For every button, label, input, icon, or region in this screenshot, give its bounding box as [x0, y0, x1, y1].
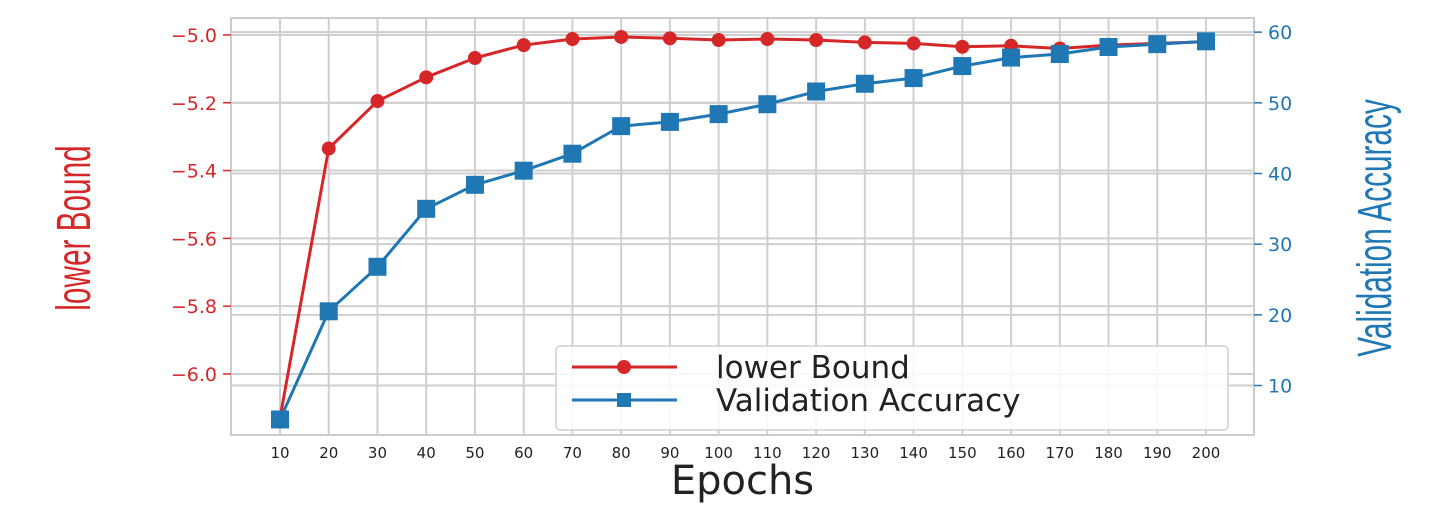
right-tick-label-3: 40	[1268, 163, 1292, 185]
left-tick-label-2: −5.6	[171, 228, 217, 250]
data-point-validation-accuracy-12	[855, 74, 874, 93]
x-axis-label: Epochs	[671, 458, 814, 504]
x-tick-label-8: 90	[660, 444, 679, 462]
data-point-validation-accuracy-13	[904, 69, 923, 88]
data-point-validation-accuracy-17	[1099, 37, 1118, 56]
right-tick-label-4: 50	[1268, 93, 1292, 115]
data-point-validation-accuracy-4	[465, 175, 484, 194]
data-point-validation-accuracy-18	[1148, 35, 1167, 54]
x-tick-label-7: 80	[612, 444, 631, 462]
data-point-validation-accuracy-19	[1197, 32, 1215, 51]
data-point-lower-bound-1	[321, 141, 336, 156]
data-point-validation-accuracy-0	[271, 410, 289, 429]
plot-frame	[230, 17, 1255, 436]
legend-label-lower-bound: lower Bound	[716, 350, 910, 386]
data-point-validation-accuracy-7	[612, 117, 631, 136]
x-tick-label-1: 20	[319, 444, 338, 462]
data-point-lower-bound-6	[565, 32, 580, 47]
data-point-lower-bound-2	[370, 94, 385, 109]
legend-marker-validation-accuracy	[617, 393, 631, 407]
data-point-validation-accuracy-11	[807, 82, 826, 101]
right-axis-label: Validation Accuracy	[1349, 99, 1402, 356]
data-point-lower-bound-4	[467, 51, 482, 66]
data-point-validation-accuracy-5	[514, 161, 533, 180]
data-point-lower-bound-8	[662, 31, 677, 46]
legend-box	[555, 345, 1229, 431]
data-point-lower-bound-13	[906, 36, 921, 51]
x-tick-label-4: 50	[465, 444, 484, 462]
data-point-validation-accuracy-3	[417, 199, 436, 218]
data-point-validation-accuracy-16	[1050, 45, 1069, 64]
right-tick-label-5: 60	[1268, 22, 1292, 44]
left-tick-label-1: −5.8	[171, 296, 217, 318]
data-point-lower-bound-14	[955, 39, 970, 54]
data-point-validation-accuracy-6	[563, 144, 582, 163]
x-axis-ticks: 10 20 30 40 50 60 70 80 90 100 110 120 130 140 150 160 1…	[270, 444, 1220, 462]
data-point-validation-accuracy-14	[953, 57, 972, 76]
left-axis-label: lower Bound	[48, 145, 101, 310]
x-tick-label-10: 110	[753, 444, 782, 462]
data-point-validation-accuracy-10	[758, 95, 777, 114]
data-point-lower-bound-7	[614, 29, 629, 44]
x-tick-label-6: 70	[563, 444, 582, 462]
right-tick-label-0: 10	[1268, 376, 1292, 398]
left-tick-label-4: −5.2	[171, 93, 217, 115]
x-tick-label-14: 150	[948, 444, 977, 462]
x-tick-label-5: 60	[514, 444, 533, 462]
x-tick-label-12: 130	[851, 444, 880, 462]
right-tick-label-2: 30	[1268, 234, 1292, 256]
x-tick-label-17: 180	[1094, 444, 1123, 462]
data-point-validation-accuracy-15	[1002, 48, 1021, 67]
right-tick-label-1: 20	[1268, 305, 1292, 327]
legend: lower Bound Validation Accuracy	[555, 345, 1229, 431]
x-tick-label-11: 120	[802, 444, 831, 462]
legend-marker-lower-bound	[617, 360, 631, 374]
x-tick-label-2: 30	[368, 444, 387, 462]
data-point-lower-bound-10	[760, 32, 775, 47]
left-tick-label-0: −6.0	[171, 364, 217, 386]
x-tick-label-3: 40	[417, 444, 436, 462]
data-point-validation-accuracy-8	[660, 112, 679, 131]
x-tick-label-19: 200	[1192, 444, 1221, 462]
legend-label-validation-accuracy: Validation Accuracy	[716, 383, 1020, 419]
data-point-lower-bound-9	[711, 33, 726, 48]
x-tick-label-15: 160	[997, 444, 1026, 462]
left-tick-label-5: −5.0	[171, 25, 217, 47]
x-tick-label-18: 190	[1143, 444, 1172, 462]
data-point-validation-accuracy-9	[709, 105, 728, 124]
data-point-validation-accuracy-2	[368, 257, 387, 276]
x-tick-label-13: 140	[899, 444, 928, 462]
left-tick-label-3: −5.4	[171, 161, 217, 183]
data-point-lower-bound-12	[857, 35, 872, 50]
right-axis-ticks: 10 20 30 40 50 60	[1254, 22, 1292, 398]
data-point-lower-bound-11	[809, 33, 824, 48]
data-point-lower-bound-5	[516, 38, 531, 53]
left-axis-ticks: −6.0 −5.8 −5.6 −5.4 −5.2 −5.0	[171, 25, 231, 386]
data-point-validation-accuracy-1	[319, 302, 338, 321]
series-layer	[271, 29, 1215, 429]
x-tick-label-16: 170	[1045, 444, 1074, 462]
x-tick-label-0: 10	[270, 444, 289, 462]
x-tick-label-9: 100	[704, 444, 733, 462]
data-point-lower-bound-3	[419, 70, 434, 85]
